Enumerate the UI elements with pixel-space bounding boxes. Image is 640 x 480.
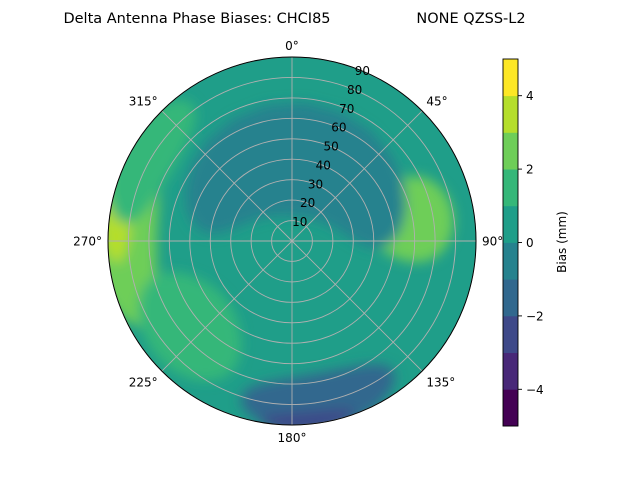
colorbar-segment: [503, 205, 518, 243]
colorbar-segment: [503, 242, 518, 280]
radial-tick-label: 10: [292, 215, 307, 229]
colorbar-segment: [503, 389, 518, 427]
angular-tick-label: 180°: [278, 431, 307, 445]
colorbar-segment: [503, 132, 518, 170]
radial-tick-labels: 10 20 30 40 50 60 70 80 90: [292, 64, 370, 229]
colorbar-tick-label: 2: [526, 163, 534, 177]
polar-plot-area: 10 20 30 40 50 60 70 80 90 0° 45° 90° 135° 180° 225° 2…: [73, 39, 503, 445]
colorbar-tick-label: 0: [526, 236, 534, 250]
radial-tick-label: 40: [316, 158, 331, 172]
colorbar-tick-label: −4: [526, 383, 544, 397]
angular-tick-label: 135°: [426, 375, 455, 389]
radial-tick-label: 50: [323, 140, 338, 154]
angular-tick-label: 315°: [129, 95, 158, 109]
radial-tick-label: 90: [355, 64, 370, 78]
angular-tick-label: 90°: [482, 235, 503, 249]
angular-grid-line: [291, 240, 423, 372]
contour-region-north: [185, 102, 406, 249]
radial-tick-label: 30: [308, 177, 323, 191]
colorbar-segment: [503, 169, 518, 207]
angular-grid-line: [291, 110, 423, 242]
polar-frame: [107, 56, 477, 426]
colorbar: −4 −2 0 2 4: [502, 58, 544, 427]
contour-region-southwest: [138, 272, 242, 381]
radial-tick-label: 60: [331, 121, 346, 135]
angular-tick-label: 45°: [426, 95, 447, 109]
radial-tick-label: 20: [300, 196, 315, 210]
chart-subtitle: NONE QZSS-L2: [416, 11, 525, 27]
colorbar-segment: [503, 95, 518, 133]
colorbar-segment: [503, 279, 518, 317]
angular-tick-label: 0°: [285, 39, 299, 53]
angular-tick-labels: 0° 45° 90° 135° 180° 225° 270° 315°: [73, 39, 503, 445]
contour-region-south-edge: [260, 409, 355, 425]
colorbar-label: Bias (mm): [555, 211, 569, 273]
colorbar-tick-label: −2: [526, 309, 544, 323]
angular-tick-label: 270°: [73, 235, 102, 249]
radial-tick-label: 80: [347, 83, 362, 97]
colorbar-segment: [503, 352, 518, 390]
colorbar-segment: [503, 315, 518, 353]
colorbar-segment: [503, 59, 518, 97]
radial-tick-label: 70: [339, 102, 354, 116]
angular-grid-line: [161, 240, 293, 372]
angular-grid-line: [161, 110, 293, 242]
chart-title: Delta Antenna Phase Biases: CHCI85: [63, 11, 330, 27]
colorbar-tick-label: 4: [526, 89, 534, 103]
angular-tick-label: 225°: [129, 375, 158, 389]
polar-grid: [107, 56, 477, 426]
